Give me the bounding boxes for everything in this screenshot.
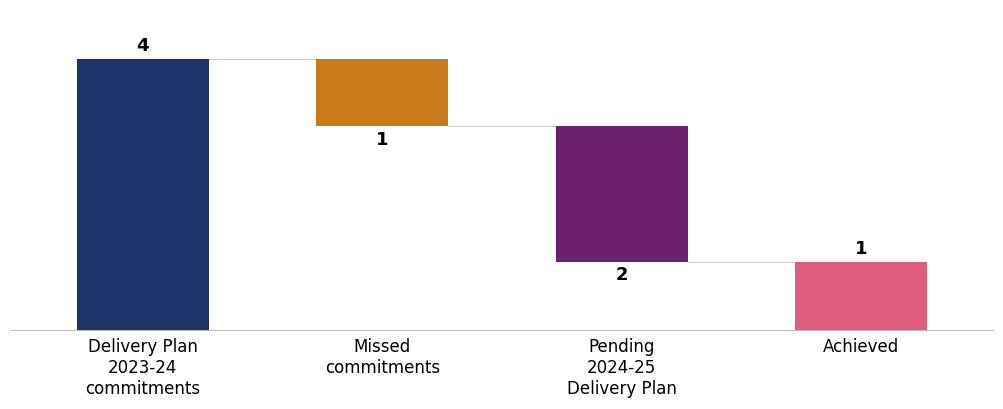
Text: 1: 1 <box>376 130 388 148</box>
Text: 1: 1 <box>855 240 867 258</box>
Text: 2: 2 <box>615 266 627 284</box>
Bar <box>556 126 687 262</box>
Bar <box>316 58 447 126</box>
Bar <box>77 58 209 330</box>
Bar <box>794 262 926 330</box>
Text: 4: 4 <box>136 36 148 54</box>
